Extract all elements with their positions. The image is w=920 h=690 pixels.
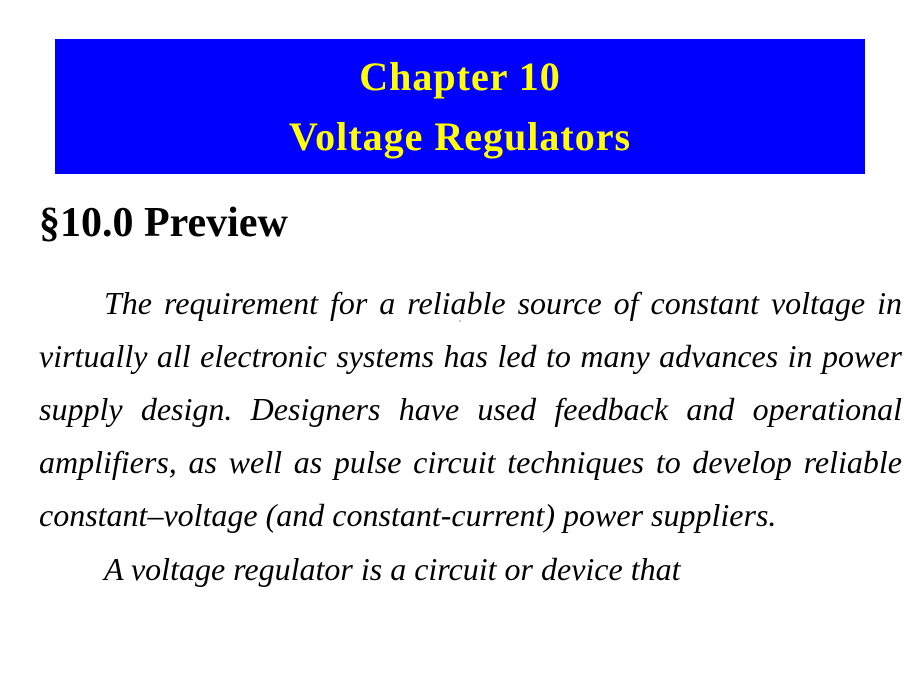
chapter-number: Chapter 10 <box>359 47 560 107</box>
chapter-title: Voltage Regulators <box>289 107 631 167</box>
paragraph-2: A voltage regulator is a circuit or devi… <box>39 543 902 596</box>
body-text: The requirement for a reliable source of… <box>39 277 902 596</box>
paragraph-1: The requirement for a reliable source of… <box>39 277 902 543</box>
section-heading: §10.0 Preview <box>39 199 288 247</box>
slide: Chapter 10 Voltage Regulators §10.0 Prev… <box>0 0 920 690</box>
chapter-title-box: Chapter 10 Voltage Regulators <box>55 39 865 174</box>
